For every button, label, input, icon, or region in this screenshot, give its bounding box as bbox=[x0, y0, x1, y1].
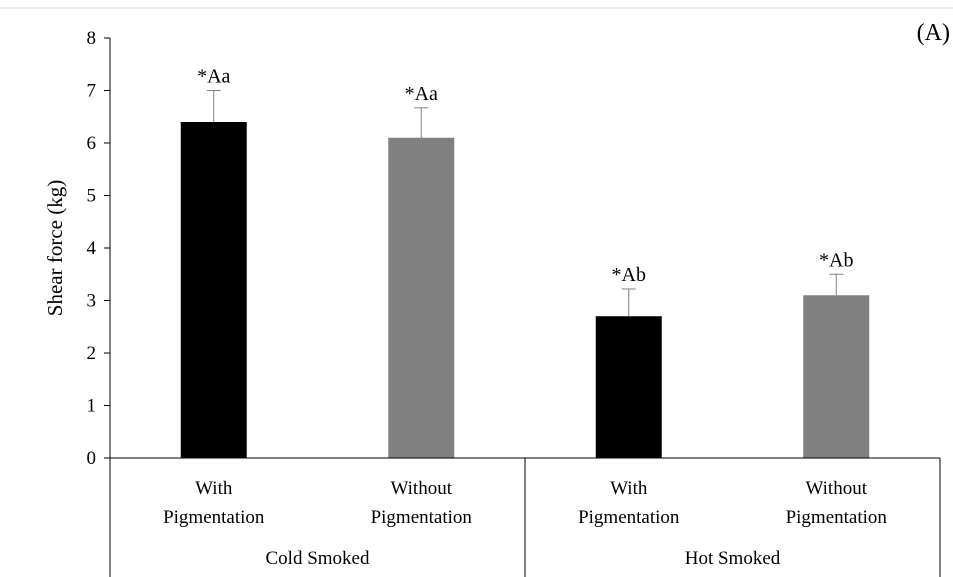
bar-data-label: *Aa bbox=[405, 83, 438, 105]
panel-label: (A) bbox=[917, 20, 950, 46]
y-tick-label: 8 bbox=[87, 28, 97, 49]
y-tick-label: 4 bbox=[87, 238, 97, 259]
category-label-line2: Pigmentation bbox=[163, 507, 265, 528]
bar bbox=[595, 316, 662, 458]
y-axis-label: Shear force (kg) bbox=[43, 180, 67, 316]
category-label-line2: Pigmentation bbox=[371, 507, 473, 528]
category-label-line1: Without bbox=[805, 478, 867, 499]
category-label-line1: Without bbox=[390, 478, 452, 499]
bar-data-label: *Aa bbox=[197, 66, 230, 88]
category-label-line2: Pigmentation bbox=[578, 507, 680, 528]
category-label-line1: With bbox=[195, 478, 233, 499]
y-tick-label: 6 bbox=[87, 133, 97, 154]
y-tick-label: 5 bbox=[87, 186, 97, 207]
bar-data-label: *Ab bbox=[819, 249, 853, 271]
y-tick-label: 0 bbox=[87, 448, 97, 469]
y-tick-label: 1 bbox=[87, 396, 97, 417]
category-label-line2: Pigmentation bbox=[786, 507, 888, 528]
y-tick-label: 2 bbox=[87, 343, 97, 364]
bar bbox=[180, 122, 247, 458]
group-label: Hot Smoked bbox=[685, 548, 781, 569]
group-label: Cold Smoked bbox=[266, 548, 370, 569]
bar bbox=[803, 295, 870, 458]
bar-data-label: *Ab bbox=[612, 264, 646, 286]
y-tick-label: 7 bbox=[87, 81, 97, 102]
y-tick-label: 3 bbox=[87, 291, 97, 312]
bar bbox=[388, 137, 455, 458]
category-label-line1: With bbox=[610, 478, 648, 499]
